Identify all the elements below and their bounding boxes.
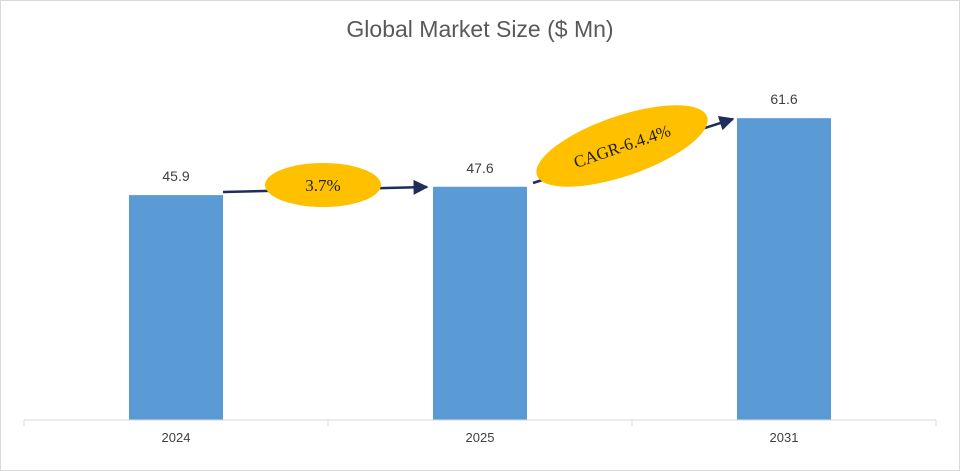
growth-callout-ellipse (265, 163, 381, 207)
growth-callout-ellipse (536, 105, 708, 187)
data-label-2025: 47.6 (466, 160, 493, 176)
bar-2025 (433, 186, 527, 420)
growth-callout-2025-2031: CAGR-6.4.4% (536, 105, 708, 187)
bar-2024 (129, 195, 223, 420)
growth-callout-2024-2025: 3.7% (265, 163, 381, 207)
x-tick-label-2031: 2031 (770, 430, 799, 445)
data-label-2024: 45.9 (162, 168, 189, 184)
growth-callout-label: 3.7% (305, 176, 340, 195)
x-tick-label-2024: 2024 (162, 430, 191, 445)
x-tick-label-2025: 2025 (466, 430, 495, 445)
bar-2031 (737, 118, 831, 420)
chart-title: Global Market Size ($ Mn) (346, 16, 614, 42)
data-label-2031: 61.6 (770, 91, 797, 107)
